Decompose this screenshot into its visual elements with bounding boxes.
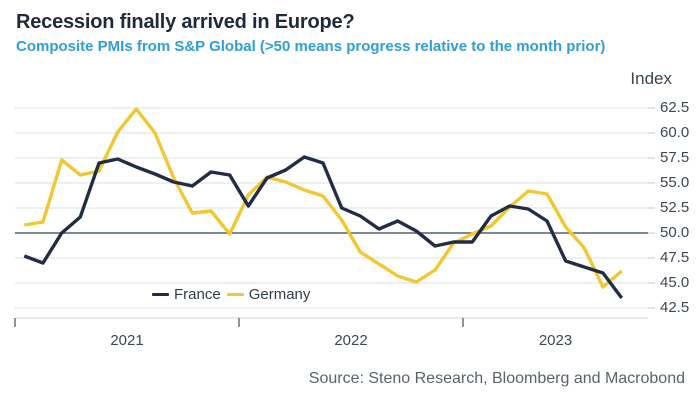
legend-label-france: France xyxy=(174,286,221,303)
legend: France Germany xyxy=(152,286,310,303)
y-tick-label: 47.5 xyxy=(660,249,690,266)
y-tick-label: 60.0 xyxy=(660,124,690,141)
x-tick-label: 2023 xyxy=(538,332,573,349)
y-tick-label: 62.5 xyxy=(660,99,690,116)
chart-subtitle: Composite PMIs from S&P Global (>50 mean… xyxy=(16,38,606,55)
y-tick-label: 55.0 xyxy=(660,174,690,191)
x-tick-label: 2021 xyxy=(110,332,144,349)
germany-line xyxy=(24,107,623,289)
legend-item-france: France xyxy=(152,286,221,303)
chart-title: Recession finally arrived in Europe? xyxy=(16,11,355,33)
y-tick-label: 42.5 xyxy=(660,299,690,316)
source-note: Source: Steno Research, Bloomberg and Ma… xyxy=(308,370,685,387)
x-tick-label: 2022 xyxy=(334,332,368,349)
france-line-swatch xyxy=(152,293,169,296)
legend-label-germany: Germany xyxy=(248,286,311,303)
y-axis-title: Index xyxy=(630,69,672,88)
y-tick-label: 45.0 xyxy=(660,274,690,291)
y-tick-label: 50.0 xyxy=(660,224,690,241)
legend-item-germany: Germany xyxy=(226,286,311,303)
germany-line-swatch xyxy=(226,293,244,296)
y-tick-label: 52.5 xyxy=(660,199,690,216)
france-line xyxy=(23,155,624,300)
y-tick-label: 57.5 xyxy=(660,149,690,166)
